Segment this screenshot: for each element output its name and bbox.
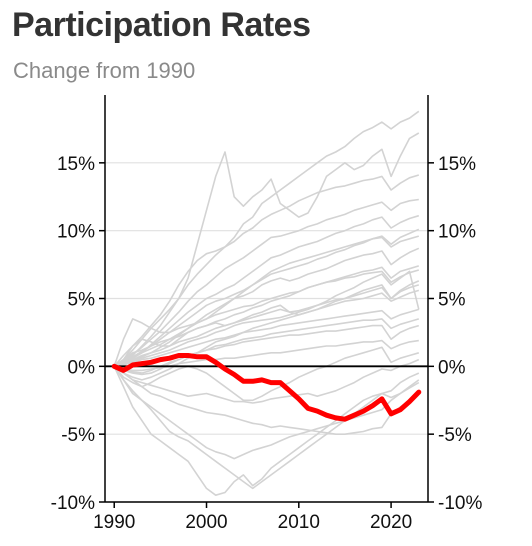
chart-title: Participation Rates bbox=[12, 6, 311, 44]
y-tick-label-left: 15% bbox=[57, 154, 95, 175]
chart-subtitle: Change from 1990 bbox=[13, 58, 196, 83]
background-series-line bbox=[113, 318, 420, 374]
y-tick-label-left: -5% bbox=[61, 425, 95, 446]
y-tick-label-right: -10% bbox=[438, 493, 482, 514]
background-series-line bbox=[113, 284, 420, 368]
background-series-line bbox=[113, 365, 420, 496]
background-series-line bbox=[113, 365, 420, 490]
x-tick-label: 1990 bbox=[93, 512, 135, 533]
y-tick-label-right: 0% bbox=[438, 357, 466, 378]
y-tick-label-right: 10% bbox=[438, 222, 476, 243]
background-series-line bbox=[113, 247, 420, 367]
y-tick-label-right: -5% bbox=[438, 425, 472, 446]
background-series-line bbox=[113, 365, 420, 435]
highlight-series-line bbox=[111, 353, 422, 422]
background-series-line bbox=[113, 289, 420, 381]
y-tick-label-right: 5% bbox=[438, 290, 466, 311]
background-series-line bbox=[113, 198, 419, 367]
y-tick-label-right: 15% bbox=[438, 154, 476, 175]
background-series-line bbox=[113, 132, 420, 367]
y-tick-label-left: -10% bbox=[51, 493, 95, 514]
background-series-line bbox=[113, 365, 420, 460]
background-series-line bbox=[113, 269, 420, 367]
background-series-line bbox=[113, 346, 420, 402]
background-series-line bbox=[113, 280, 420, 367]
background-series-line bbox=[113, 174, 420, 368]
background-series-line bbox=[113, 270, 420, 368]
y-tick-label-left: 10% bbox=[57, 222, 95, 243]
x-tick-label: 2020 bbox=[370, 512, 412, 533]
y-tick-label-left: 0% bbox=[68, 357, 96, 378]
background-series-line bbox=[113, 265, 420, 368]
background-series-line bbox=[113, 358, 420, 404]
background-series-line bbox=[113, 235, 420, 368]
y-tick-label-left: 5% bbox=[68, 290, 96, 311]
background-series-line bbox=[114, 308, 420, 368]
x-tick-label: 2000 bbox=[185, 512, 227, 533]
x-tick-label: 2010 bbox=[278, 512, 320, 533]
background-series-line bbox=[113, 110, 420, 367]
